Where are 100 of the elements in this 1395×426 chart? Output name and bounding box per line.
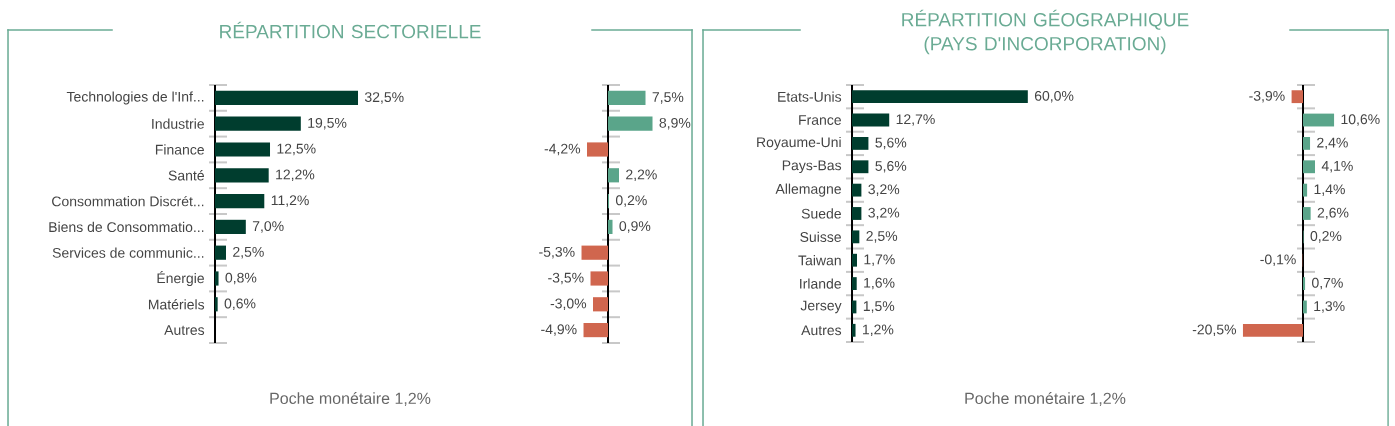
y-tick-label: Services de communic... xyxy=(52,247,204,258)
y-tick-label: Énergie xyxy=(157,270,204,287)
bar xyxy=(852,253,857,267)
data-label: -3,0% xyxy=(550,298,587,311)
data-label: 2,4% xyxy=(1317,137,1348,150)
y-tick-label: Santé xyxy=(168,170,204,181)
data-label: 7,0% xyxy=(252,221,284,233)
bar xyxy=(852,113,890,127)
y-tick-label: Matériels xyxy=(148,299,205,310)
data-label: 7,5% xyxy=(652,92,684,104)
bar xyxy=(852,183,862,197)
data-label: -3,5% xyxy=(548,272,584,285)
data-label: -20,5% xyxy=(1192,324,1237,337)
data-label: 19,5% xyxy=(308,117,347,130)
bar xyxy=(608,116,653,131)
y-tick-label: Autres xyxy=(164,325,205,335)
bar xyxy=(215,168,269,183)
bar xyxy=(1303,207,1311,220)
bar xyxy=(1303,183,1308,197)
chart-title: RÉPARTITION GÉOGRAPHIQUE (PAYS D'INCORPORATION) xyxy=(902,9,1189,55)
bar xyxy=(1291,90,1304,104)
data-label: 1,6% xyxy=(864,277,895,290)
data-label: 4,1% xyxy=(1321,161,1353,173)
data-label: 1,3% xyxy=(1314,301,1345,313)
y-tick-label: Jersey xyxy=(800,300,842,314)
bar xyxy=(1303,300,1307,314)
bar xyxy=(215,245,227,260)
y-tick-label: Taiwan xyxy=(798,255,841,266)
bar xyxy=(852,207,862,220)
data-label: 2,5% xyxy=(233,246,264,259)
data-label: 1,7% xyxy=(864,254,895,266)
bar xyxy=(1303,277,1306,291)
y-tick-label: Suisse xyxy=(800,231,841,242)
y-tick-label: Irlande xyxy=(800,278,841,289)
bar xyxy=(852,277,857,291)
data-label: 12,5% xyxy=(277,143,316,156)
bar xyxy=(852,230,860,244)
data-label: 0,2% xyxy=(615,195,647,207)
bar xyxy=(608,90,646,105)
y-tick-label: Industrie xyxy=(152,118,204,129)
bar xyxy=(1303,136,1311,150)
data-label: -5,3% xyxy=(539,246,575,259)
data-label: 2,2% xyxy=(626,169,657,182)
bar xyxy=(852,160,869,174)
y-tick-label: Consommation Discrét... xyxy=(52,195,204,207)
bar xyxy=(852,323,856,337)
data-label: -3,9% xyxy=(1249,90,1285,103)
bar xyxy=(215,271,219,286)
data-label: 10,6% xyxy=(1341,114,1380,126)
bar xyxy=(581,245,609,260)
y-tick-label: Suede xyxy=(801,208,841,219)
bar xyxy=(583,322,609,338)
y-tick-label: Allemagne xyxy=(775,183,841,197)
data-label: 5,6% xyxy=(875,161,907,173)
y-tick-label: Technologies de l'Inf... xyxy=(66,91,204,105)
data-label: 1,2% xyxy=(863,324,894,337)
text: Poche monétaire 1,2% xyxy=(965,392,1126,406)
data-label: 60,0% xyxy=(1034,90,1074,103)
data-label: 0,2% xyxy=(1310,231,1342,243)
bar xyxy=(852,90,1028,104)
chart-title: RÉPARTITION SECTORIELLE xyxy=(220,21,481,39)
data-label: 12,7% xyxy=(896,114,935,126)
bar xyxy=(215,90,359,105)
data-label: 1,4% xyxy=(1314,184,1345,196)
data-label: 8,9% xyxy=(659,117,691,130)
bar xyxy=(1242,323,1304,337)
data-label: 3,2% xyxy=(868,207,900,220)
bar xyxy=(1303,113,1335,127)
data-label: 3,2% xyxy=(868,184,900,196)
y-tick-label: Autres xyxy=(801,325,842,336)
data-label: 0,6% xyxy=(224,298,256,311)
y-tick-label: France xyxy=(799,115,841,125)
bar xyxy=(608,168,620,183)
bar xyxy=(215,116,301,131)
bar xyxy=(215,193,265,209)
bar xyxy=(587,142,609,157)
y-tick-label: Biens de Consommatio... xyxy=(49,221,204,233)
bar xyxy=(608,219,613,234)
bar xyxy=(215,219,246,234)
data-label: 1,5% xyxy=(863,301,895,313)
data-label: 0,9% xyxy=(619,221,651,233)
bar xyxy=(852,136,869,150)
data-label: 0,7% xyxy=(1312,277,1343,290)
data-label: 0,8% xyxy=(225,272,257,285)
data-label: 5,6% xyxy=(875,137,907,150)
data-label: 12,2% xyxy=(276,169,315,182)
data-label: 32,5% xyxy=(364,92,404,104)
text: Poche monétaire 1,2% xyxy=(270,392,431,406)
y-tick-label: Finance xyxy=(155,144,204,155)
data-label: 2,5% xyxy=(866,231,898,243)
bar xyxy=(1303,160,1316,174)
data-label: -4,2% xyxy=(544,143,581,156)
y-tick-label: Pays-Bas xyxy=(782,160,842,174)
bar xyxy=(215,142,271,157)
y-tick-label: Royaume-Uni xyxy=(757,136,841,150)
data-label: 11,2% xyxy=(271,195,309,207)
data-label: 2,6% xyxy=(1317,207,1349,220)
bar xyxy=(593,297,609,312)
data-label: -4,9% xyxy=(541,324,577,336)
bar xyxy=(215,297,218,312)
